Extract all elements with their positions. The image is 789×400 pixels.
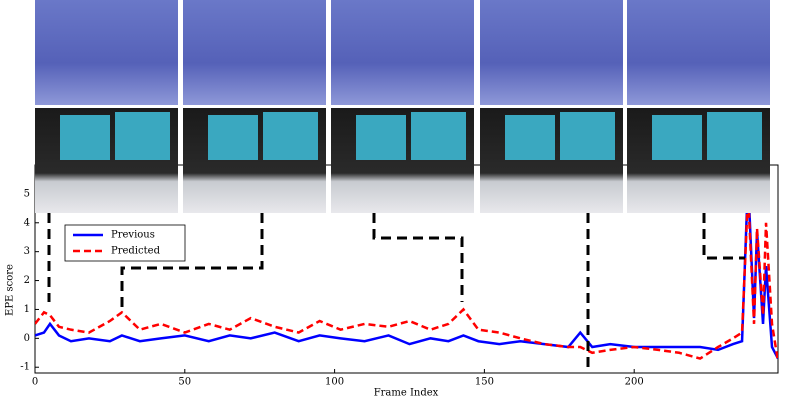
callout	[372, 213, 464, 302]
flow-image	[35, 0, 178, 105]
x-tick-label: 0	[32, 377, 38, 388]
legend-box	[64, 224, 186, 262]
screen	[707, 112, 762, 160]
y-tick-label: -1	[20, 362, 30, 373]
y-tick-label: 2	[24, 275, 30, 286]
y-tick-label: 5	[24, 188, 30, 199]
thumbnails	[35, 0, 770, 213]
screen	[115, 112, 170, 160]
flow-image	[331, 0, 474, 105]
series-line	[35, 179, 778, 360]
y-tick-label: 0	[24, 333, 30, 344]
callout	[120, 213, 264, 312]
x-tick-label: 150	[475, 377, 494, 388]
x-tick-label: 50	[178, 377, 191, 388]
x-tick-label: 200	[625, 377, 644, 388]
screen	[560, 112, 615, 160]
screen	[208, 115, 258, 160]
screen	[505, 115, 555, 160]
screen	[60, 115, 110, 160]
legend-label: Previous	[111, 230, 155, 241]
series-line	[35, 193, 778, 362]
screen	[411, 112, 466, 160]
screen	[263, 112, 318, 160]
y-tick-label: 3	[24, 246, 30, 257]
y-axis-label: EPE score	[5, 264, 16, 316]
flow-image	[627, 0, 770, 105]
screen	[652, 115, 702, 160]
screen	[356, 115, 406, 160]
y-tick-label: 1	[24, 304, 30, 315]
legend-label: Predicted	[111, 246, 161, 257]
callout	[702, 213, 745, 260]
callout-lines	[47, 213, 745, 373]
y-tick-label: 4	[24, 217, 30, 228]
flow-image	[480, 0, 623, 105]
legend: Previous Predicted	[64, 224, 186, 262]
x-tick-label: 100	[325, 377, 344, 388]
x-axis-label: Frame Index	[374, 388, 439, 399]
flow-image	[183, 0, 326, 105]
plot-area	[35, 179, 778, 362]
